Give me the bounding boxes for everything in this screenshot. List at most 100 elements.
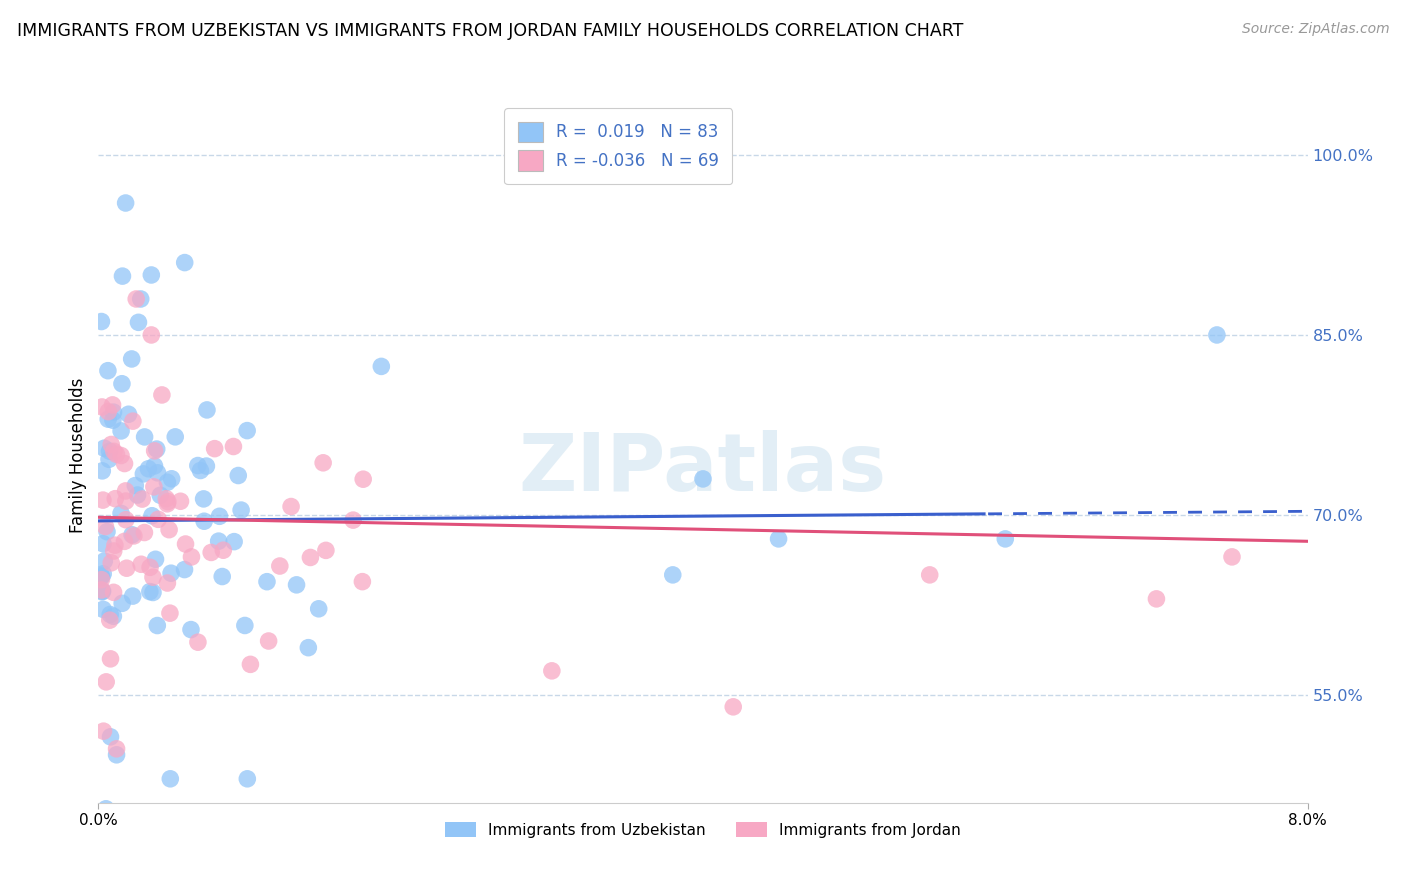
Point [114, 483, 136, 498]
Point [1146, 591, 1168, 606]
Point [91, 602, 114, 616]
Point [125, 292, 148, 306]
Point [103, 444, 125, 458]
Point [180, 623, 202, 637]
Point [165, 430, 187, 444]
Point [96, 674, 118, 689]
Point [138, 462, 160, 476]
Point [352, 472, 374, 486]
Point [173, 563, 195, 577]
Point [160, 472, 183, 486]
Point [233, 618, 256, 632]
Point [141, 508, 163, 523]
Point [105, 741, 128, 756]
Point [208, 509, 231, 524]
Point [297, 640, 319, 655]
Point [661, 567, 683, 582]
Point [105, 747, 128, 762]
Point [94, 802, 117, 816]
Point [156, 576, 179, 591]
Point [98, 444, 121, 458]
Point [91, 584, 114, 599]
Point [148, 512, 170, 526]
Point [200, 545, 222, 559]
Point [768, 532, 790, 546]
Point [308, 602, 330, 616]
Point [122, 414, 145, 428]
Point [127, 488, 149, 502]
Point [129, 292, 152, 306]
Point [90, 314, 112, 328]
Point [97, 364, 120, 378]
Point [100, 652, 122, 666]
Point [91, 400, 114, 414]
Text: ZIPatlas: ZIPatlas [519, 430, 887, 508]
Point [180, 549, 202, 564]
Point [156, 494, 179, 508]
Point [195, 459, 218, 474]
Point [114, 494, 136, 508]
Point [134, 430, 156, 444]
Point [299, 550, 322, 565]
Point [285, 578, 308, 592]
Point [121, 528, 143, 542]
Point [226, 468, 249, 483]
Point [156, 497, 179, 511]
Point [96, 524, 118, 539]
Point [145, 442, 167, 456]
Point [110, 424, 132, 438]
Point [174, 537, 197, 551]
Point [114, 196, 136, 211]
Point [90, 568, 112, 582]
Point [139, 584, 162, 599]
Point [90, 573, 112, 587]
Point [132, 467, 155, 481]
Point [146, 466, 169, 480]
Point [256, 574, 278, 589]
Point [169, 494, 191, 508]
Legend: Immigrants from Uzbekistan, Immigrants from Jordan: Immigrants from Uzbekistan, Immigrants f… [439, 815, 967, 844]
Point [110, 507, 132, 521]
Point [93, 554, 115, 568]
Point [134, 525, 156, 540]
Point [105, 447, 128, 461]
Point [157, 523, 180, 537]
Point [111, 596, 134, 610]
Point [1220, 549, 1243, 564]
Point [142, 570, 165, 584]
Point [93, 724, 115, 739]
Point [121, 589, 143, 603]
Point [692, 472, 714, 486]
Point [93, 441, 115, 455]
Point [91, 464, 114, 478]
Point [1206, 328, 1229, 343]
Point [98, 613, 121, 627]
Point [723, 699, 745, 714]
Point [204, 442, 226, 456]
Point [540, 664, 562, 678]
Point [103, 405, 125, 419]
Point [103, 544, 125, 558]
Point [104, 491, 127, 506]
Text: Source: ZipAtlas.com: Source: ZipAtlas.com [1241, 22, 1389, 37]
Point [100, 437, 122, 451]
Point [90, 570, 112, 584]
Point [111, 376, 134, 391]
Point [173, 255, 195, 269]
Point [115, 513, 138, 527]
Point [236, 424, 259, 438]
Point [236, 772, 259, 786]
Point [224, 534, 246, 549]
Point [155, 491, 177, 506]
Point [101, 413, 124, 427]
Point [143, 458, 166, 473]
Point [117, 407, 139, 421]
Point [195, 403, 218, 417]
Point [190, 463, 212, 477]
Point [352, 574, 374, 589]
Point [115, 561, 138, 575]
Point [150, 388, 173, 402]
Point [159, 772, 181, 786]
Point [141, 268, 163, 282]
Point [208, 534, 231, 549]
